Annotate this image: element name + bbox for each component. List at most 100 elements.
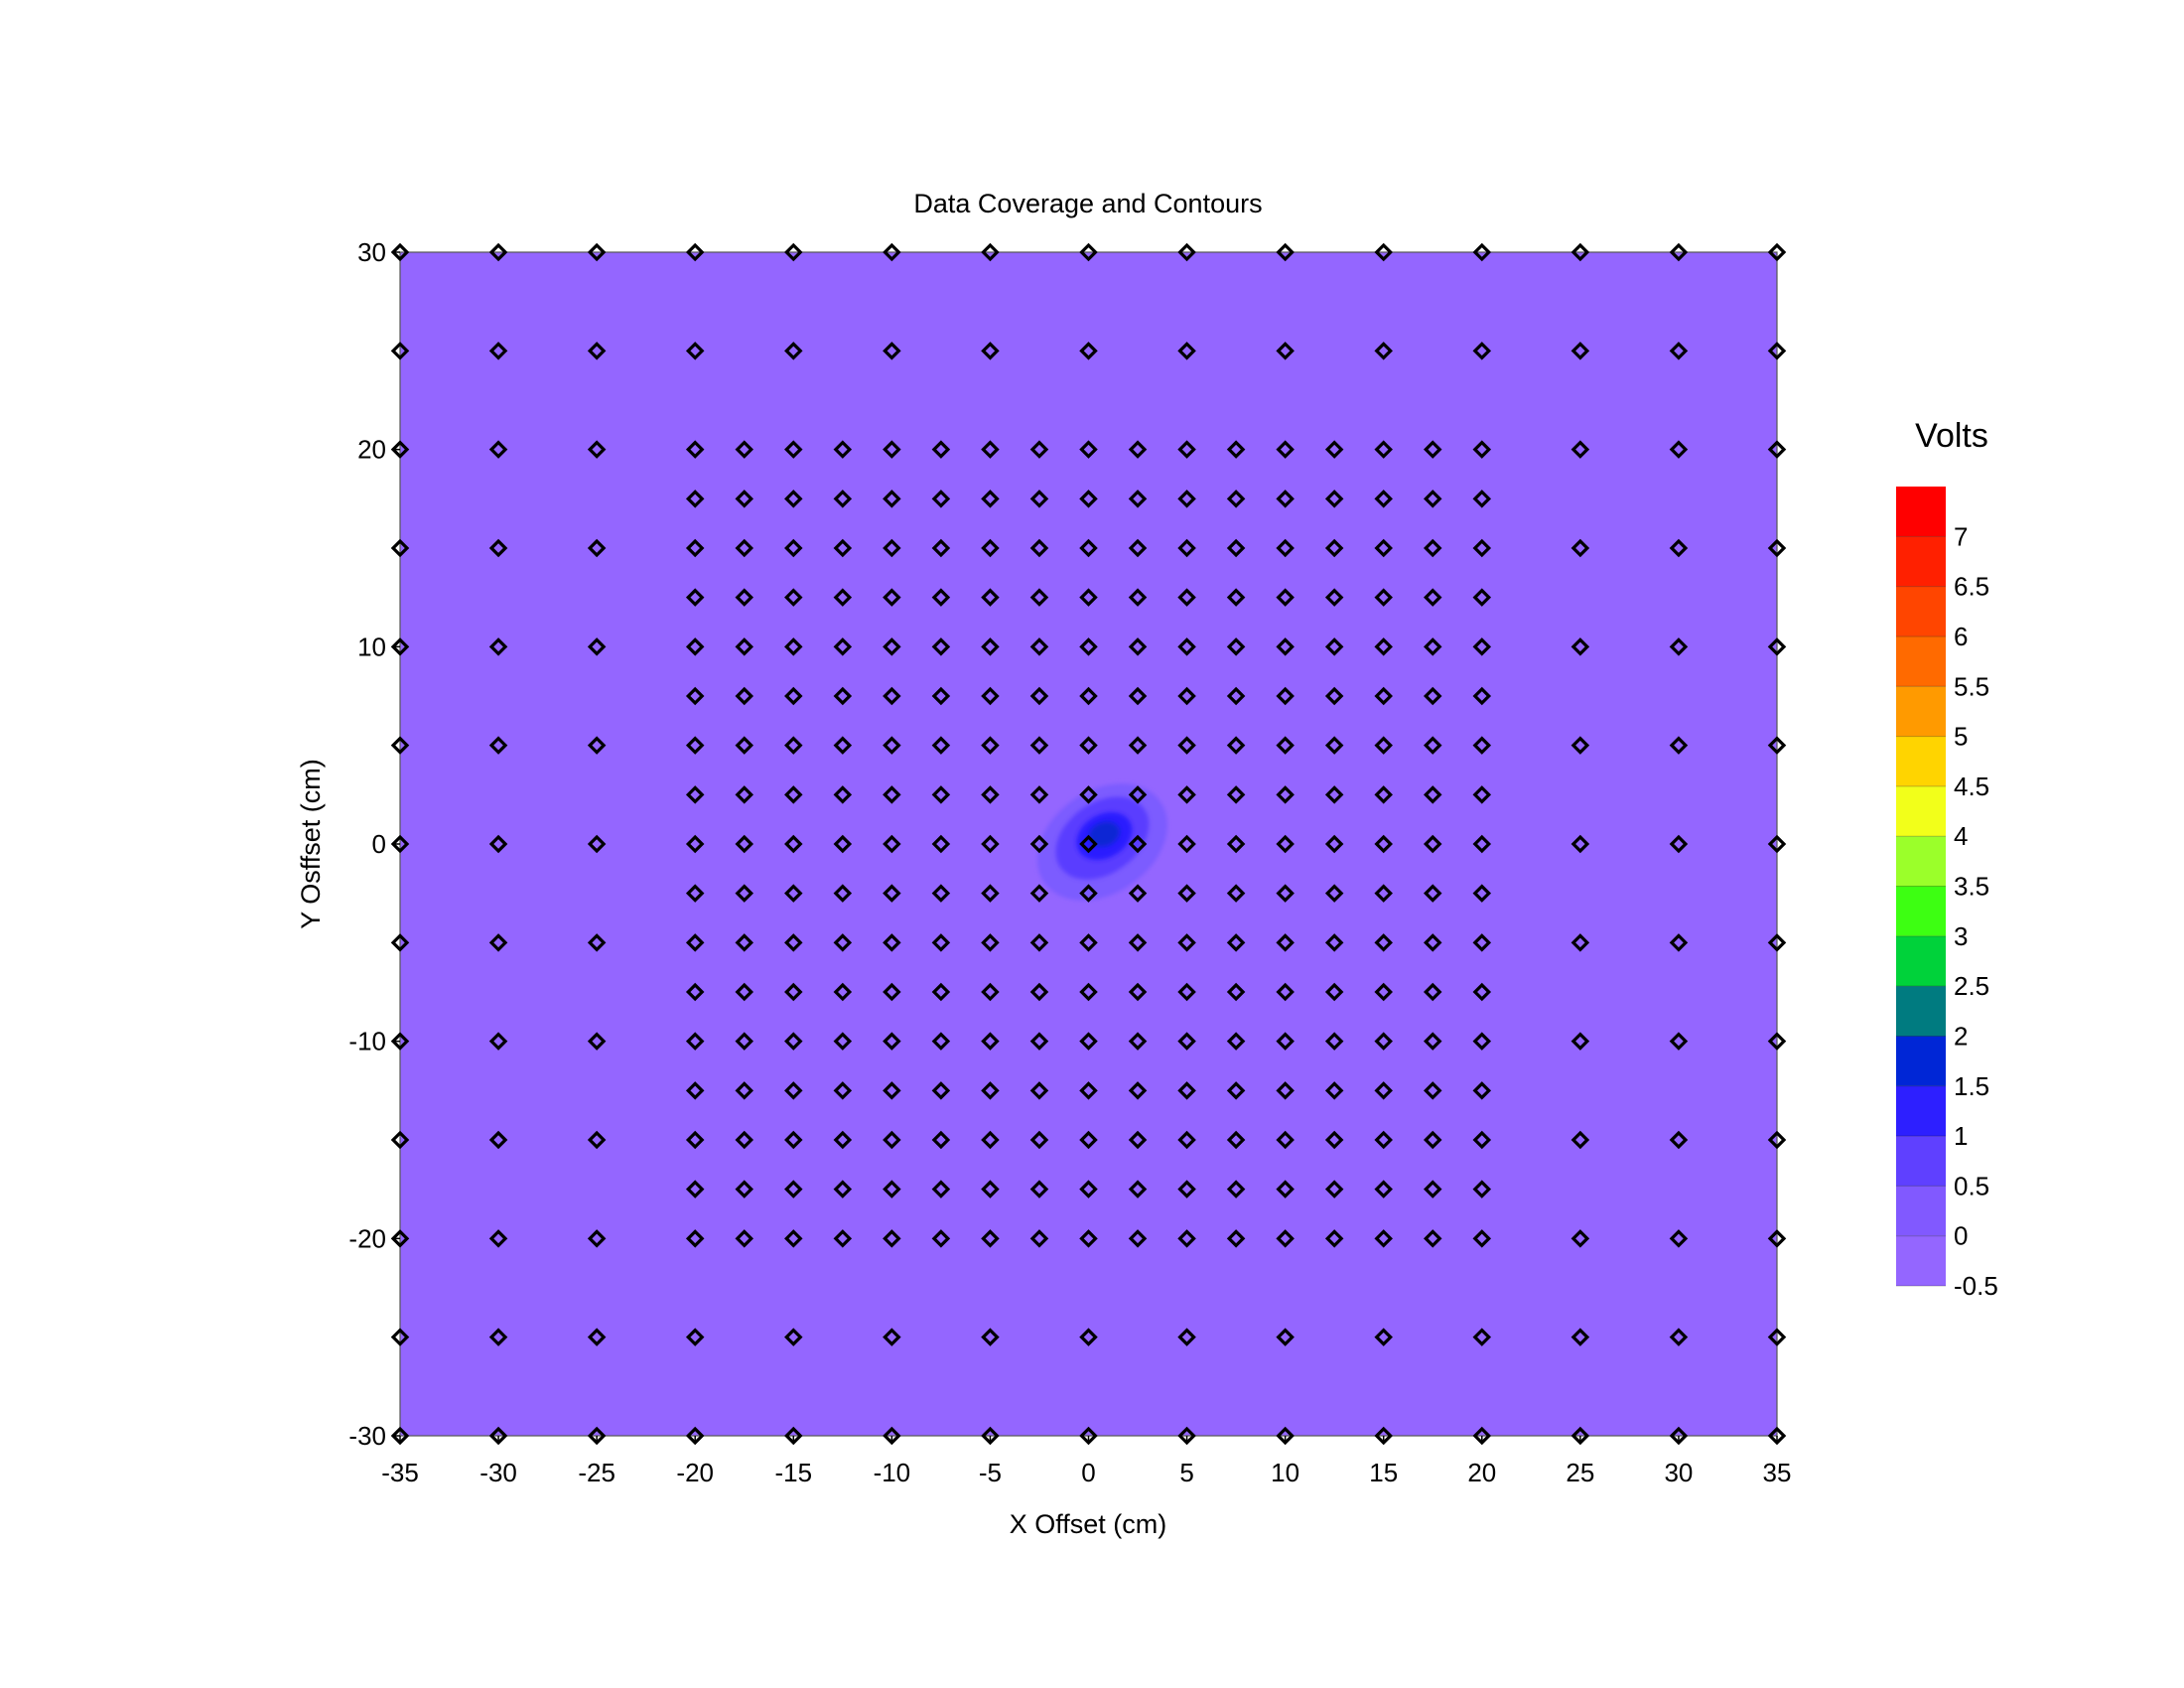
data-point-marker xyxy=(1767,242,1787,262)
data-point-marker xyxy=(1079,588,1098,607)
data-point-marker xyxy=(1276,242,1295,262)
data-point-marker xyxy=(1128,1180,1148,1198)
contour-region-3 xyxy=(1088,821,1120,847)
data-point-marker xyxy=(488,1130,508,1150)
data-point-marker xyxy=(883,637,901,656)
data-point-marker xyxy=(1374,1032,1393,1051)
data-point-marker xyxy=(1423,440,1442,459)
data-point-marker xyxy=(833,1180,853,1198)
data-point-marker xyxy=(1029,785,1049,804)
data-point-marker xyxy=(1226,933,1246,952)
x-tick-label: -5 xyxy=(979,1458,1002,1487)
data-point-marker xyxy=(1079,884,1098,903)
data-point-marker xyxy=(1570,342,1590,360)
data-point-marker xyxy=(685,637,705,656)
data-point-marker xyxy=(1472,1180,1492,1198)
x-tick-label: 5 xyxy=(1179,1458,1193,1487)
data-point-marker xyxy=(784,538,803,558)
data-point-marker xyxy=(1324,1229,1344,1248)
data-point-marker xyxy=(1226,1229,1246,1248)
data-point-marker xyxy=(981,1032,1000,1051)
data-point-marker xyxy=(981,440,1000,459)
data-point-marker xyxy=(1472,884,1492,903)
data-point-marker xyxy=(685,884,705,903)
data-point-marker xyxy=(1324,736,1344,755)
plot-area xyxy=(390,242,1787,1446)
data-point-marker xyxy=(1128,588,1148,607)
chart-title: Data Coverage and Contours xyxy=(913,189,1262,218)
data-point-marker xyxy=(1079,490,1098,508)
x-axis: -35 -30 -25 -20 -15 -10 -5 0 5 10 15 20 25 30 35 xyxy=(381,1436,1791,1487)
data-point-marker xyxy=(1423,1032,1442,1051)
legend-label: 6 xyxy=(1954,622,1968,651)
x-tick-label: 0 xyxy=(1081,1458,1095,1487)
data-point-marker xyxy=(883,538,901,558)
data-point-marker xyxy=(1472,834,1492,854)
data-point-marker xyxy=(1570,538,1590,558)
data-point-marker xyxy=(685,242,705,262)
data-point-marker xyxy=(1374,686,1393,706)
data-point-marker xyxy=(1276,834,1295,854)
data-point-marker xyxy=(981,834,1000,854)
data-point-marker xyxy=(883,440,901,459)
data-point-marker xyxy=(1472,933,1492,952)
data-point-marker xyxy=(735,1130,754,1150)
data-point-marker xyxy=(1226,785,1246,804)
data-point-marker xyxy=(1324,785,1344,804)
data-point-marker xyxy=(833,736,853,755)
data-point-marker xyxy=(1472,342,1492,360)
data-point-marker xyxy=(1669,1130,1689,1150)
data-point-marker xyxy=(1324,490,1344,508)
data-point-marker xyxy=(735,1032,754,1051)
data-point-marker xyxy=(1177,884,1196,903)
data-point-marker xyxy=(1177,834,1196,854)
data-point-marker xyxy=(1324,1130,1344,1150)
data-point-marker xyxy=(1767,1328,1787,1346)
data-point-marker xyxy=(1177,1130,1196,1150)
y-tick-label: -20 xyxy=(348,1223,386,1253)
data-point-marker xyxy=(735,538,754,558)
data-point-marker xyxy=(1570,834,1590,854)
data-point-marker xyxy=(981,538,1000,558)
data-point-marker xyxy=(1374,490,1393,508)
data-point-marker xyxy=(1374,982,1393,1002)
data-point-marker xyxy=(1128,933,1148,952)
data-point-marker xyxy=(1669,242,1689,262)
data-point-marker xyxy=(1128,490,1148,508)
data-point-marker xyxy=(1374,933,1393,952)
data-point-marker xyxy=(1324,1032,1344,1051)
data-point-marker xyxy=(1029,490,1049,508)
data-point-marker xyxy=(833,1130,853,1150)
x-tick-label: -35 xyxy=(381,1458,419,1487)
data-point-marker xyxy=(685,1229,705,1248)
legend-label: 6.5 xyxy=(1954,572,1989,602)
data-point-marker xyxy=(1472,1032,1492,1051)
data-point-marker xyxy=(1472,1328,1492,1346)
data-point-marker xyxy=(1374,1130,1393,1150)
legend-bin xyxy=(1896,1235,1946,1286)
data-point-marker xyxy=(1177,1180,1196,1198)
data-point-marker xyxy=(833,440,853,459)
data-point-marker xyxy=(1079,637,1098,656)
data-point-marker xyxy=(1276,490,1295,508)
y-tick-label: -30 xyxy=(348,1421,386,1451)
data-point-marker xyxy=(488,1229,508,1248)
data-point-marker xyxy=(833,637,853,656)
legend-label: 1.5 xyxy=(1954,1071,1989,1101)
data-point-marker xyxy=(1669,1032,1689,1051)
data-point-marker xyxy=(390,1032,410,1051)
data-point-marker xyxy=(931,490,951,508)
data-point-marker xyxy=(1423,736,1442,755)
data-point-marker xyxy=(1570,736,1590,755)
legend-label: 4 xyxy=(1954,821,1968,851)
x-tick-label: 20 xyxy=(1467,1458,1496,1487)
data-point-marker xyxy=(685,933,705,952)
data-point-marker xyxy=(883,1130,901,1150)
data-point-marker xyxy=(1767,1229,1787,1248)
data-point-marker xyxy=(883,342,901,360)
data-point-marker xyxy=(833,588,853,607)
data-point-marker xyxy=(1177,1229,1196,1248)
data-point-marker xyxy=(1079,1032,1098,1051)
data-point-marker xyxy=(931,736,951,755)
data-point-marker xyxy=(1570,637,1590,656)
